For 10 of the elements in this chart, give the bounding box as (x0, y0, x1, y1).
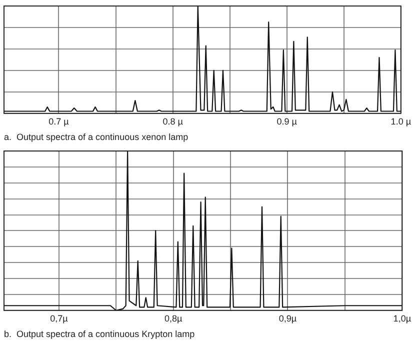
x-tick-label: 0,9µ (278, 313, 297, 324)
x-tick-label: 0.8 µ (162, 116, 183, 126)
text: a. Output spectra of a continuous xenon lamp (4, 132, 188, 142)
x-tick-label: 0.9 µ (276, 116, 297, 126)
x-tick-label: 1.0 µ (390, 116, 412, 126)
x-tick-label: 0,8µ (164, 313, 182, 324)
text: b. Output spectra of a continuous Krypton lamp (4, 329, 195, 340)
x-tick-label: 0.7 µ (48, 116, 69, 126)
x-tick-label: 0,7µ (50, 313, 68, 324)
x-tick-label: 1,0µ (393, 313, 412, 324)
